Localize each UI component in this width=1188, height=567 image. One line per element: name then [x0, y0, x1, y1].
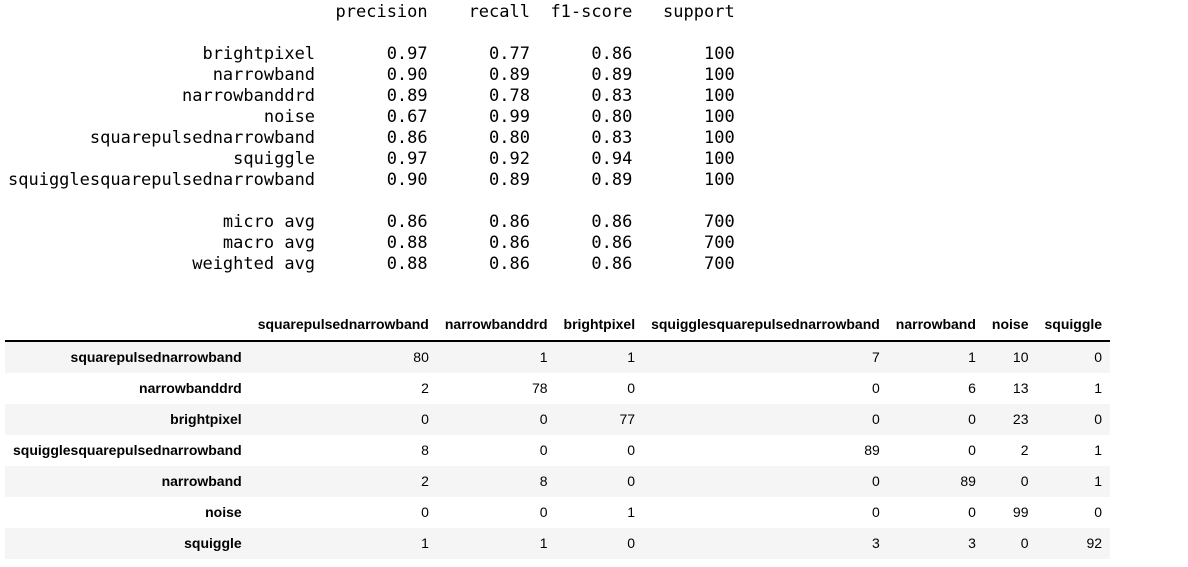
matrix-cell: 0 [1094, 411, 1103, 427]
matrix-cell: 2 [421, 380, 429, 396]
matrix-row-header: narrowbanddrd [139, 380, 242, 396]
matrix-cell: 6 [968, 380, 976, 396]
matrix-cell: 92 [1086, 535, 1103, 551]
matrix-row: narrowband 2 8 0 0 89 0 1 [5, 466, 1111, 497]
matrix-cell: 2 [421, 473, 429, 489]
matrix-row: squarepulsednarrowband 80 1 1 7 1 10 0 [5, 341, 1111, 373]
matrix-header-row: squarepulsednarrowband narrowbanddrd brigh… [5, 309, 1111, 342]
matrix-cell: 0 [872, 380, 880, 396]
matrix-corner-header [5, 309, 250, 342]
matrix-cell: 0 [539, 504, 548, 520]
matrix-cell: 0 [627, 380, 636, 396]
matrix-cell: 1 [1094, 473, 1103, 489]
matrix-cell: 10 [1012, 349, 1029, 365]
matrix-col-header: noise [983, 309, 1037, 342]
matrix-cell: 77 [619, 411, 636, 427]
matrix-cell: 0 [421, 411, 429, 427]
matrix-row-header: squigglesquarepulsednarrowband [13, 442, 242, 458]
matrix-cell: 0 [872, 411, 880, 427]
matrix-body: squarepulsednarrowband 80 1 1 7 1 10 0 narrowban… [5, 341, 1111, 559]
matrix-cell: 3 [872, 535, 880, 551]
matrix-cell: 0 [627, 442, 636, 458]
matrix-cell: 80 [413, 349, 429, 365]
matrix-cell: 2 [1020, 442, 1029, 458]
matrix-cell: 1 [968, 349, 976, 365]
matrix-cell: 0 [627, 535, 636, 551]
matrix-col-header: squarepulsednarrowband [249, 309, 437, 342]
matrix-cell: 1 [539, 349, 548, 365]
confusion-matrix-head: squarepulsednarrowband narrowbanddrd brigh… [5, 309, 1111, 342]
matrix-row: noise 0 0 1 0 0 99 0 [5, 497, 1111, 528]
matrix-cell: 0 [1094, 504, 1103, 520]
matrix-cell: 8 [421, 442, 429, 458]
matrix-cell: 1 [1094, 380, 1103, 396]
matrix-row-header: squarepulsednarrowband [70, 349, 242, 365]
matrix-row-header: squiggle [184, 535, 242, 551]
matrix-row-header: noise [205, 504, 242, 520]
matrix-col-header: brightpixel [555, 309, 644, 342]
matrix-cell: 0 [968, 442, 976, 458]
matrix-cell: 0 [1020, 535, 1029, 551]
confusion-matrix-table: squarepulsednarrowband narrowbanddrd brigh… [5, 309, 1111, 559]
matrix-col-header: squigglesquarepulsednarrowband [643, 309, 888, 342]
matrix-cell: 0 [1094, 349, 1103, 365]
matrix-cell: 0 [872, 473, 880, 489]
matrix-cell: 0 [968, 411, 976, 427]
matrix-cell: 78 [531, 380, 548, 396]
matrix-col-header: narrowbanddrd [436, 309, 556, 342]
matrix-cell: 1 [421, 535, 429, 551]
matrix-cell: 13 [1012, 380, 1029, 396]
matrix-row: brightpixel 0 0 77 0 0 23 0 [5, 404, 1111, 435]
matrix-cell: 0 [539, 442, 548, 458]
matrix-cell: 0 [539, 411, 548, 427]
matrix-cell: 7 [872, 349, 880, 365]
matrix-col-header: squiggle [1036, 309, 1111, 342]
matrix-row-header: brightpixel [170, 411, 242, 427]
matrix-cell: 23 [1012, 411, 1029, 427]
matrix-row: squigglesquarepulsednarrowband 8 0 0 89 0 2 1 [5, 435, 1111, 466]
matrix-cell: 0 [968, 504, 976, 520]
matrix-cell: 1 [627, 504, 636, 520]
matrix-row: narrowbanddrd 2 78 0 0 6 13 1 [5, 373, 1111, 404]
matrix-cell: 0 [872, 504, 880, 520]
matrix-col-header: narrowband [887, 309, 984, 342]
matrix-row-header: narrowband [161, 473, 242, 489]
classification-report: precision recall f1-score support bright… [8, 2, 735, 274]
matrix-cell: 8 [539, 473, 548, 489]
matrix-cell: 1 [627, 349, 636, 365]
matrix-cell: 3 [968, 535, 976, 551]
matrix-cell: 1 [1094, 442, 1103, 458]
matrix-cell: 0 [421, 504, 429, 520]
matrix-cell: 1 [539, 535, 548, 551]
matrix-cell: 0 [1020, 473, 1029, 489]
matrix-row: squiggle 1 1 0 3 3 0 92 [5, 528, 1111, 559]
matrix-cell: 89 [960, 473, 976, 489]
matrix-cell: 99 [1012, 504, 1029, 520]
matrix-cell: 0 [627, 473, 636, 489]
matrix-cell: 89 [864, 442, 880, 458]
